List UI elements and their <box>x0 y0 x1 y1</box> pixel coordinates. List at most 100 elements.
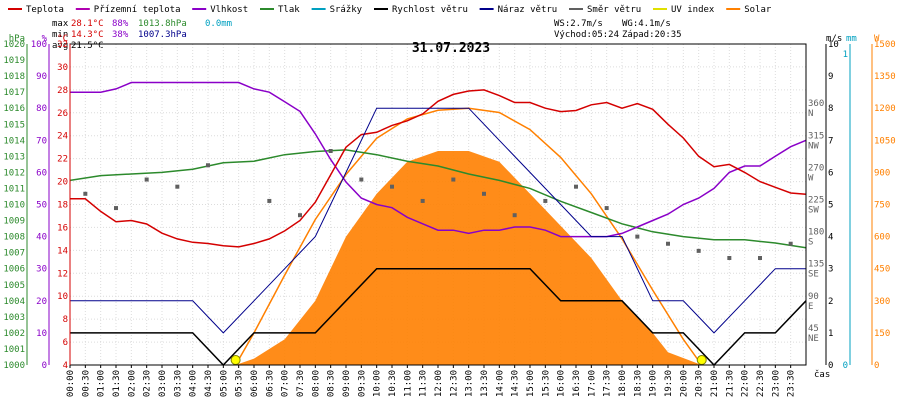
x-tick-label-38: 19:00 <box>649 370 659 397</box>
x-tick-label-6: 03:00 <box>158 370 168 397</box>
pressure-tick-8: 1008 <box>3 233 25 243</box>
x-tick-label-1: 00:30 <box>81 370 91 397</box>
chart-title: 31.07.2023 <box>412 41 490 56</box>
wind-tick-1: 1 <box>828 329 833 339</box>
x-tick-label-42: 21:00 <box>710 370 720 397</box>
x-tick-label-34: 17:00 <box>587 370 597 397</box>
stat-min-hum: 38% <box>112 30 129 40</box>
solar-tick-10: 1500 <box>874 40 896 50</box>
pressure-tick-18: 1018 <box>3 72 25 82</box>
x-tick-label-39: 19:30 <box>664 370 674 397</box>
x-tick-label-2: 01:00 <box>97 370 107 397</box>
pressure-tick-20: 1020 <box>3 40 25 50</box>
rain-tick-0: 0 <box>843 361 848 371</box>
stat-min-press: 1007.3hPa <box>138 30 187 40</box>
legend-label-7: Směr větru <box>587 5 641 15</box>
pressure-tick-1: 1001 <box>3 345 25 355</box>
temperature-tick-3: 10 <box>57 292 68 302</box>
wind-tick-3: 3 <box>828 265 833 275</box>
x-tick-label-35: 17:30 <box>603 370 613 397</box>
wind-direction-point-20 <box>727 256 732 260</box>
solar-tick-5: 750 <box>874 201 890 211</box>
legend-label-3: Tlak <box>278 5 300 15</box>
temperature-tick-10: 24 <box>57 132 68 142</box>
wind-direction-point-21 <box>758 256 762 260</box>
direction-tick-deg-6: 315 <box>808 131 824 141</box>
x-tick-label-14: 07:00 <box>281 370 291 397</box>
x-tick-label-5: 02:30 <box>143 370 153 397</box>
solar-unit: W <box>874 34 880 44</box>
x-tick-label-15: 07:30 <box>296 370 306 397</box>
x-tick-label-36: 18:00 <box>618 370 628 397</box>
x-tick-label-4: 02:00 <box>127 370 137 397</box>
wind-direction-point-13 <box>512 213 517 218</box>
pressure-tick-17: 1017 <box>3 88 25 98</box>
wind-direction-point-22 <box>788 241 793 246</box>
x-tick-label-24: 12:00 <box>434 370 444 397</box>
solar-tick-4: 600 <box>874 233 890 243</box>
wind-tick-9: 9 <box>828 72 833 82</box>
solar-tick-7: 1050 <box>874 136 896 146</box>
temperature-tick-11: 26 <box>57 109 68 119</box>
sunrise-marker <box>230 355 241 365</box>
stat-max-press: 1013.8hPa <box>138 19 187 29</box>
series-humidity-line <box>70 81 807 238</box>
legend-label-0: Teplota <box>26 5 64 15</box>
wind-tick-8: 8 <box>828 104 833 114</box>
wind-direction-point-5 <box>267 198 272 203</box>
wind-direction-point-0 <box>83 191 88 196</box>
direction-tick-dir-4: SW <box>808 206 819 216</box>
pressure-tick-10: 1010 <box>3 201 25 211</box>
legend-label-6: Náraz větru <box>498 5 558 15</box>
x-tick-label-8: 04:00 <box>189 370 199 397</box>
wind-tick-5: 5 <box>828 201 833 211</box>
stats-block: max 28.1°C 88% 1013.8hPa 0.0mm min 14.3°… <box>52 19 232 51</box>
pressure-unit: hPa <box>9 34 25 44</box>
solar-tick-2: 300 <box>874 297 890 307</box>
wind-direction-point-16 <box>604 206 609 211</box>
x-tick-label-31: 15:30 <box>541 370 551 397</box>
x-tick-label-43: 21:30 <box>725 370 735 397</box>
pressure-tick-14: 1014 <box>3 136 25 146</box>
humidity-tick-7: 70 <box>36 136 47 146</box>
legend-label-1: Přízemní teplota <box>94 5 181 15</box>
x-tick-label-46: 23:00 <box>771 370 781 397</box>
solar-tick-9: 1350 <box>874 72 896 82</box>
temperature-tick-6: 16 <box>57 223 68 233</box>
solar-tick-6: 900 <box>874 168 890 178</box>
wind-tick-0: 0 <box>828 361 833 371</box>
legend-label-5: Rychlost větru <box>392 5 468 15</box>
x-tick-label-33: 16:30 <box>572 370 582 397</box>
direction-tick-dir-5: W <box>808 173 814 183</box>
wind-direction-point-2 <box>144 177 149 182</box>
legend: Teplota Přízemní teplota Vlhkost Tlak Srážky… <box>8 5 772 15</box>
wind-tick-6: 6 <box>828 168 833 178</box>
series-layer <box>69 81 807 367</box>
wind-direction-point-3 <box>175 184 180 189</box>
humidity-tick-10: 100 <box>31 40 47 50</box>
humidity-tick-3: 30 <box>36 265 47 275</box>
legend-label-8: UV index <box>671 5 715 15</box>
temperature-tick-1: 6 <box>63 338 68 348</box>
pressure-tick-7: 1007 <box>3 249 25 259</box>
wind-direction-point-9 <box>390 184 394 189</box>
humidity-tick-5: 50 <box>36 201 47 211</box>
stat-max-hum: 88% <box>112 19 129 29</box>
pressure-tick-16: 1016 <box>3 104 25 114</box>
temperature-tick-2: 8 <box>63 315 68 325</box>
x-tick-label-41: 20:30 <box>695 370 705 397</box>
pressure-tick-15: 1015 <box>3 120 25 130</box>
x-tick-label-16: 08:00 <box>311 370 321 397</box>
x-tick-label-27: 13:30 <box>480 370 490 397</box>
direction-tick-deg-4: 225 <box>808 196 824 206</box>
humidity-tick-1: 10 <box>36 329 47 339</box>
x-tick-label-13: 06:30 <box>265 370 275 397</box>
x-tick-label-45: 22:30 <box>756 370 766 397</box>
stat-max-rain: 0.0mm <box>205 19 232 29</box>
series-wind-speed-line <box>70 267 807 367</box>
pressure-tick-9: 1009 <box>3 217 25 227</box>
x-tick-label-40: 20:00 <box>679 370 689 397</box>
stat-avg-label: avg <box>52 41 68 51</box>
temperature-unit: °C <box>57 34 68 44</box>
stat-avg-temp: 21.5°C <box>71 41 104 51</box>
